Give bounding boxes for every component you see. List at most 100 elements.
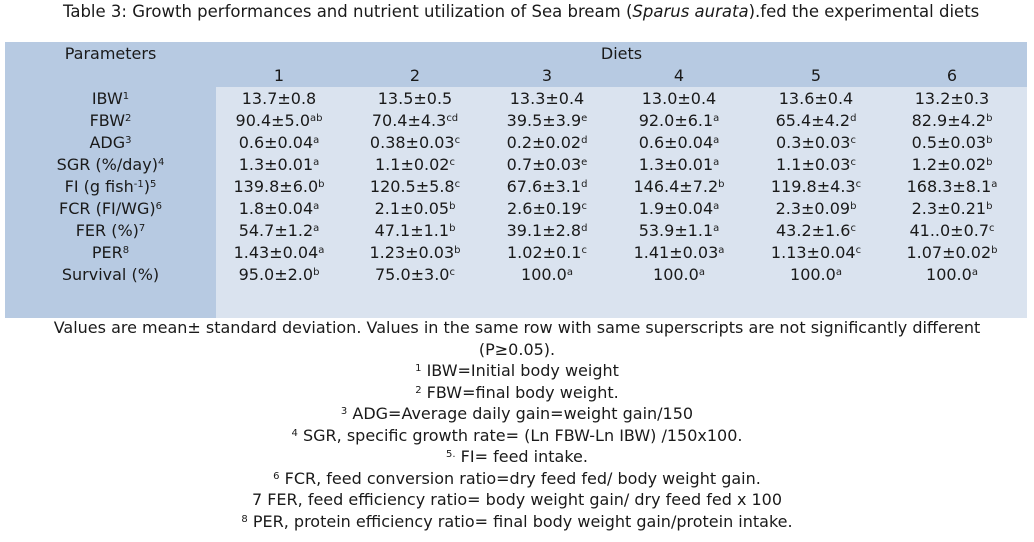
footnote-mark: 5. bbox=[446, 449, 456, 460]
significance-superscript: a bbox=[313, 157, 320, 168]
table-cell: 13.2±0.3 bbox=[914, 89, 990, 108]
table-cell: 82.9±4.2b bbox=[911, 111, 993, 130]
diet-column-header: 2 bbox=[409, 66, 421, 85]
row-label-footnote-mark: 5 bbox=[149, 179, 157, 190]
table-cell: 0.2±0.02d bbox=[506, 133, 588, 152]
significance-superscript: e bbox=[581, 157, 588, 168]
table-cell: 13.0±0.4 bbox=[641, 89, 717, 108]
significance-superscript: ab bbox=[310, 113, 323, 124]
parameters-header: Parameters bbox=[64, 44, 157, 63]
significance-superscript: d bbox=[581, 223, 588, 234]
table-cell: 0.6±0.04a bbox=[238, 133, 320, 152]
table-cell: 13.7±0.8 bbox=[241, 89, 317, 108]
table-cell: 1.3±0.01a bbox=[238, 155, 320, 174]
significance-superscript: c bbox=[454, 179, 461, 190]
footnote-text: IBW=Initial body weight bbox=[421, 361, 619, 380]
table-cell: 100.0a bbox=[521, 265, 573, 284]
significance-superscript: a bbox=[835, 267, 842, 278]
significance-superscript: c bbox=[850, 223, 856, 234]
footnote-mark: 6 bbox=[273, 470, 280, 482]
significance-superscript: c bbox=[855, 179, 862, 190]
significance-superscript: a bbox=[971, 267, 978, 278]
table-cell: 53.9±1.1a bbox=[638, 221, 720, 240]
footnote-line: 1 IBW=Initial body weight bbox=[0, 360, 1034, 382]
table-cell: 1.2±0.02b bbox=[911, 155, 993, 174]
significance-superscript: b bbox=[986, 135, 993, 146]
table-cell: 75.0±3.0c bbox=[375, 265, 455, 284]
row-label-exponent: -1 bbox=[133, 179, 144, 190]
diet-column-header: 3 bbox=[541, 66, 553, 85]
significance-superscript: a bbox=[713, 201, 720, 212]
footnote-text: FER, feed efficiency ratio= body weight … bbox=[262, 490, 783, 509]
table-cell: 41..0±0.7c bbox=[909, 221, 995, 240]
table-cell: 0.3±0.03c bbox=[776, 133, 856, 152]
significance-superscript: b bbox=[718, 179, 725, 190]
row-label: PER8 bbox=[91, 243, 130, 262]
footnote-mark: 8 bbox=[241, 513, 248, 525]
significance-superscript: b bbox=[318, 179, 325, 190]
footnote-mark: 3 bbox=[340, 406, 348, 417]
table-cell: 146.4±7.2b bbox=[633, 177, 725, 196]
table-cell: 0.38±0.03c bbox=[369, 133, 461, 152]
table-cell: 1.41±0.03a bbox=[633, 243, 725, 262]
significance-superscript: b bbox=[449, 223, 456, 234]
table-cell: 0.6±0.04a bbox=[638, 133, 720, 152]
table-cell: 1.9±0.04a bbox=[638, 199, 720, 218]
footnote-text: FCR, feed conversion ratio=dry feed fed/… bbox=[279, 468, 761, 488]
diet-column-header: 4 bbox=[673, 66, 685, 85]
row-label: SGR (%/day)4 bbox=[56, 155, 165, 174]
row-label: FI (g fish-1)5 bbox=[64, 177, 157, 196]
significance-superscript: c bbox=[449, 267, 455, 278]
footnote-line: 4 SGR, specific growth rate= (Ln FBW-Ln … bbox=[0, 425, 1034, 447]
table-cell: 100.0a bbox=[926, 265, 978, 284]
footnote-text: FI= feed intake. bbox=[455, 447, 588, 466]
footnote-text: ADG=Average daily gain=weight gain/150 bbox=[347, 404, 694, 423]
table-cell: 1.02±0.1c bbox=[507, 243, 587, 262]
footnote-text: SGR, specific growth rate= (Ln FBW-Ln IB… bbox=[297, 425, 743, 445]
significance-superscript: c bbox=[989, 223, 995, 234]
table-cell: 13.3±0.4 bbox=[509, 89, 585, 108]
notes-main-line-1: Values are mean± standard deviation. Val… bbox=[53, 318, 981, 337]
table-cell: 92.0±6.1a bbox=[638, 111, 720, 130]
table-cell: 1.1±0.02c bbox=[375, 155, 455, 174]
footnote-mark: 2 bbox=[415, 384, 422, 396]
table-cell: 100.0a bbox=[653, 265, 705, 284]
row-label-footnote-mark: 6 bbox=[155, 201, 162, 212]
row-label: FER (%)7 bbox=[75, 221, 146, 240]
footnote-text: PER, protein efficiency ratio= final bod… bbox=[247, 511, 793, 531]
significance-superscript: a bbox=[713, 157, 720, 168]
significance-superscript: b bbox=[449, 201, 456, 212]
footnote-mark: 1 bbox=[415, 363, 422, 374]
significance-superscript: a bbox=[318, 245, 325, 256]
row-label-footnote-mark: 3 bbox=[125, 135, 132, 146]
significance-superscript: a bbox=[713, 113, 720, 124]
notes-main-line-2: (P≥0.05). bbox=[478, 339, 556, 359]
table-cell: 119.8±4.3c bbox=[770, 177, 862, 196]
table-cell: 1.23±0.03b bbox=[369, 243, 461, 262]
table-cell: 120.5±5.8c bbox=[369, 177, 461, 196]
table-cell: 90.4±5.0ab bbox=[235, 111, 323, 130]
table-stub-column bbox=[5, 42, 216, 318]
row-label-footnote-mark: 8 bbox=[122, 245, 130, 256]
significance-superscript: d bbox=[581, 179, 588, 190]
footnote-line: 8 PER, protein efficiency ratio= final b… bbox=[0, 511, 1034, 533]
significance-superscript: d bbox=[850, 113, 857, 124]
row-label-footnote-mark: 7 bbox=[138, 223, 146, 234]
caption-suffix: ).fed the experimental diets bbox=[748, 2, 980, 21]
significance-superscript: a bbox=[713, 223, 720, 234]
diets-header: Diets bbox=[600, 44, 643, 63]
footnote-line: 5. FI= feed intake. bbox=[0, 446, 1034, 468]
table-cell: 95.0±2.0b bbox=[238, 265, 320, 284]
significance-superscript: a bbox=[313, 201, 320, 212]
significance-superscript: a bbox=[313, 223, 320, 234]
footnote-mark: 7 bbox=[251, 490, 263, 509]
significance-superscript: a bbox=[698, 267, 705, 278]
table-notes: Values are mean± standard deviation. Val… bbox=[0, 317, 1034, 532]
significance-superscript: b bbox=[986, 157, 993, 168]
table-cell: 2.3±0.21b bbox=[911, 199, 993, 218]
footnote-line: 7 FER, feed efficiency ratio= body weigh… bbox=[0, 489, 1034, 511]
table-cell: 1.13±0.04c bbox=[770, 243, 862, 262]
table-cell: 54.7±1.2a bbox=[238, 221, 320, 240]
significance-superscript: a bbox=[718, 245, 725, 256]
table-cell: 1.1±0.03c bbox=[776, 155, 856, 174]
